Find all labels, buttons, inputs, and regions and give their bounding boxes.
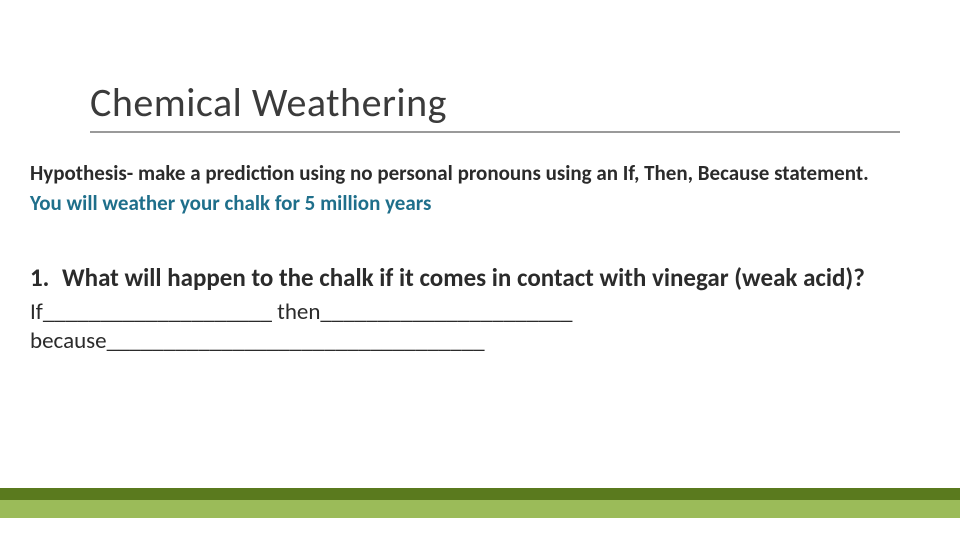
fill-in-template: If____________________ then_____________… (30, 298, 910, 358)
question-text: What will happen to the chalk if it come… (62, 262, 910, 293)
weather-instruction: You will weather your chalk for 5 millio… (30, 190, 910, 216)
question-block: 1. What will happen to the chalk if it c… (30, 262, 910, 357)
slide: Chemical Weathering Hypothesis- make a p… (0, 0, 960, 540)
footer-stripe-light (0, 500, 960, 518)
question-number: 1. (30, 262, 62, 293)
content-area: Hypothesis- make a prediction using no p… (30, 160, 910, 357)
footer-bar (0, 488, 960, 518)
question-1: 1. What will happen to the chalk if it c… (30, 262, 910, 293)
page-title: Chemical Weathering (90, 78, 900, 133)
hypothesis-label: Hypothesis- make a prediction using no p… (30, 160, 910, 186)
